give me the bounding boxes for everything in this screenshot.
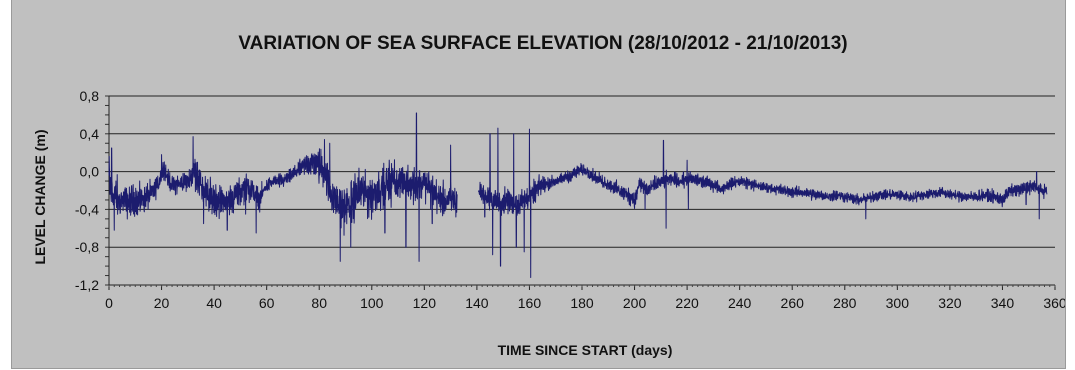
chart-title: VARIATION OF SEA SURFACE ELEVATION (28/1… bbox=[238, 33, 847, 54]
y-tick-label: 0,0 bbox=[80, 164, 100, 180]
tick-labels: 0,8 0,4 0,0 -0,4 -0,8 -1,2 0 20 40 60 80 100 120 140 1… bbox=[75, 88, 1067, 311]
x-tick-label: 160 bbox=[518, 295, 542, 311]
y-tick-label: 0,4 bbox=[80, 126, 100, 142]
series-layer bbox=[108, 112, 1048, 278]
x-tick-label: 220 bbox=[675, 295, 699, 311]
x-tick-label: 360 bbox=[1043, 295, 1065, 311]
x-tick-label: 340 bbox=[991, 295, 1015, 311]
x-tick-label: 80 bbox=[311, 295, 327, 311]
x-tick-label: 200 bbox=[623, 295, 647, 311]
axes bbox=[105, 95, 1056, 290]
y-tick-label: -0,8 bbox=[75, 239, 99, 255]
x-tick-label: 180 bbox=[570, 295, 594, 311]
series-line bbox=[477, 127, 1048, 278]
x-tick-label: 60 bbox=[259, 295, 275, 311]
x-tick-label: 280 bbox=[833, 295, 857, 311]
chart-panel: VARIATION OF SEA SURFACE ELEVATION (28/1… bbox=[11, 0, 1067, 369]
series-line bbox=[108, 112, 458, 262]
y-tick-label: -0,4 bbox=[75, 201, 99, 217]
x-tick-label: 20 bbox=[154, 295, 170, 311]
x-tick-label: 100 bbox=[360, 295, 384, 311]
x-tick-label: 260 bbox=[781, 295, 805, 311]
x-tick-label: 320 bbox=[938, 295, 962, 311]
x-tick-label: 0 bbox=[105, 295, 113, 311]
line-chart: VARIATION OF SEA SURFACE ELEVATION (28/1… bbox=[32, 33, 1067, 358]
x-tick-label: 120 bbox=[413, 295, 437, 311]
x-tick-label: 140 bbox=[465, 295, 489, 311]
y-tick-label: 0,8 bbox=[80, 88, 100, 104]
x-axis-label: TIME SINCE START (days) bbox=[498, 342, 673, 358]
x-tick-label: 300 bbox=[886, 295, 910, 311]
y-tick-label: -1,2 bbox=[75, 277, 99, 293]
x-tick-label: 240 bbox=[728, 295, 752, 311]
x-tick-label: 40 bbox=[206, 295, 222, 311]
y-axis-label: LEVEL CHANGE (m) bbox=[32, 129, 48, 264]
